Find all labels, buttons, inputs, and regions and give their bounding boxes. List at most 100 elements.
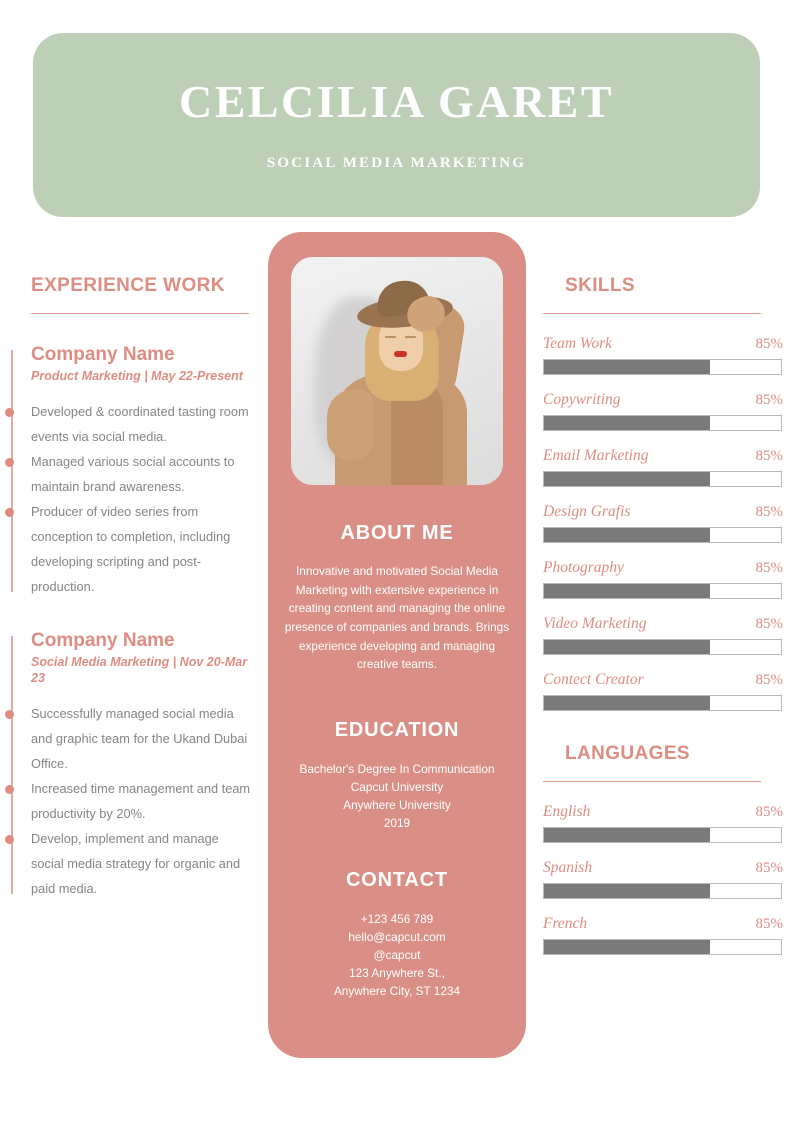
- bullet-text: Increased time management and team produ…: [31, 780, 251, 821]
- meter-label: Copywriting: [543, 391, 621, 408]
- experience-entry: Company Name Social Media Marketing | Nov…: [0, 630, 258, 902]
- meter-label: Photography: [543, 559, 624, 576]
- experience-job-list: Company Name Product Marketing | May 22-P…: [0, 344, 258, 902]
- skill-row: Copywriting 85%: [543, 391, 783, 431]
- portrait-photo: [291, 257, 503, 485]
- meter-fill: [544, 472, 711, 486]
- list-item: Managed various social accounts to maint…: [5, 450, 253, 500]
- header-banner: CELCILIA GARET SOCIAL MEDIA MARKETING: [33, 33, 760, 217]
- meter-fill: [544, 360, 711, 374]
- meter-fill: [544, 640, 711, 654]
- skills-heading: SKILLS: [565, 275, 635, 296]
- company-name: Company Name: [31, 344, 175, 365]
- language-row: French 85%: [543, 915, 783, 955]
- meter-value: 85%: [755, 504, 784, 520]
- meter-label: English: [543, 803, 591, 820]
- language-row: English 85%: [543, 803, 783, 843]
- about-text: Innovative and motivated Social Media Ma…: [284, 564, 510, 672]
- education-line: 2019: [383, 815, 411, 830]
- meter-track: [543, 695, 782, 711]
- meter-header: Team Work 85%: [543, 335, 783, 353]
- languages-heading: LANGUAGES: [565, 743, 690, 764]
- about-section: ABOUT ME Innovative and motivated Social…: [268, 522, 526, 674]
- bullet-dot-icon: [5, 710, 14, 720]
- meter-fill: [544, 696, 711, 710]
- timeline-line: [11, 350, 13, 592]
- bullet-dot-icon: [5, 458, 14, 467]
- meter-label: Video Marketing: [543, 615, 647, 632]
- language-row: Spanish 85%: [543, 859, 783, 899]
- header-subtitle: SOCIAL MEDIA MARKETING: [266, 154, 527, 171]
- meter-value: 85%: [755, 392, 784, 408]
- page-title: CELCILIA GARET: [178, 75, 615, 127]
- skill-row: Email Marketing 85%: [543, 447, 783, 487]
- experience-entry: Company Name Product Marketing | May 22-P…: [0, 344, 258, 600]
- languages-section: LANGUAGES English 85% Spanish 85% French 85%: [543, 743, 783, 955]
- profile-card: ABOUT ME Innovative and motivated Social…: [268, 232, 526, 1058]
- job-meta: Social Media Marketing | Nov 20-Mar 23: [31, 654, 248, 685]
- list-item: Increased time management and team produ…: [5, 777, 253, 827]
- meter-label: Email Marketing: [543, 447, 649, 464]
- skill-row: Video Marketing 85%: [543, 615, 783, 655]
- meter-track: [543, 359, 782, 375]
- meter-header: Photography 85%: [543, 559, 783, 577]
- photo-eyebrow-left: [385, 336, 396, 338]
- meter-value: 85%: [755, 336, 784, 352]
- education-line: Capcut University: [350, 779, 444, 794]
- meter-header: English 85%: [543, 803, 783, 821]
- meter-value: 85%: [755, 860, 784, 876]
- bullet-text: Producer of video series from conception…: [31, 503, 231, 594]
- photo-sleeve: [327, 389, 373, 461]
- photo-eyebrow-right: [405, 336, 416, 338]
- job-bullet-list: Developed & coordinated tasting room eve…: [5, 400, 253, 600]
- meter-header: Spanish 85%: [543, 859, 783, 877]
- bullet-text: Developed & coordinated tasting room eve…: [31, 404, 249, 445]
- skills-section: SKILLS Team Work 85% Copywriting 85% Email M…: [543, 275, 783, 711]
- meter-fill: [544, 940, 711, 954]
- languages-divider: [543, 781, 761, 782]
- job-meta: Product Marketing | May 22-Present: [31, 368, 243, 383]
- bullet-dot-icon: [5, 408, 14, 418]
- bullet-text: Develop, implement and manage social med…: [31, 830, 241, 896]
- meter-track: [543, 415, 782, 431]
- experience-divider: [31, 313, 249, 314]
- contact-section: CONTACT +123 456 789 hello@capcut.com @cap…: [268, 869, 526, 1001]
- bullet-text: Successfully managed social media and gr…: [31, 706, 248, 771]
- meter-label: Spanish: [543, 859, 593, 876]
- meter-track: [543, 883, 782, 899]
- languages-list: English 85% Spanish 85% French 85%: [543, 803, 783, 955]
- avatar: [291, 257, 503, 485]
- meter-fill: [544, 528, 711, 542]
- meter-value: 85%: [755, 448, 784, 464]
- bullet-text: Managed various social accounts to maint…: [31, 454, 235, 494]
- list-item: Developed & coordinated tasting room eve…: [5, 400, 253, 450]
- meter-track: [543, 527, 782, 543]
- bullet-dot-icon: [5, 834, 14, 844]
- education-lines: Bachelor's Degree In Communication Capcut…: [268, 761, 526, 833]
- meter-header: Video Marketing 85%: [543, 615, 783, 633]
- meter-track: [543, 583, 782, 599]
- meter-track: [543, 639, 782, 655]
- meter-value: 85%: [755, 560, 784, 576]
- meter-track: [543, 939, 782, 955]
- meter-header: Design Grafis 85%: [543, 503, 783, 521]
- meter-value: 85%: [755, 672, 784, 688]
- meter-header: Email Marketing 85%: [543, 447, 783, 465]
- meter-value: 85%: [755, 916, 784, 932]
- skill-row: Contect Creator 85%: [543, 671, 783, 711]
- meter-label: Contect Creator: [543, 671, 644, 688]
- meter-fill: [544, 828, 711, 842]
- education-heading: EDUCATION: [334, 719, 460, 741]
- contact-lines: +123 456 789 hello@capcut.com @capcut 123 A…: [268, 911, 526, 1001]
- education-section: EDUCATION Bachelor's Degree In Communica…: [268, 719, 526, 833]
- contact-line: @capcut: [373, 947, 421, 962]
- skills-list: Team Work 85% Copywriting 85% Email Marketin…: [543, 335, 783, 711]
- skills-column: SKILLS Team Work 85% Copywriting 85% Email M…: [543, 275, 783, 971]
- meter-header: French 85%: [543, 915, 783, 933]
- meter-fill: [544, 416, 711, 430]
- meter-label: Design Grafis: [543, 503, 631, 520]
- contact-heading: CONTACT: [346, 869, 448, 891]
- company-name: Company Name: [31, 629, 175, 651]
- skill-row: Photography 85%: [543, 559, 783, 599]
- experience-heading: EXPERIENCE WORK: [31, 275, 225, 296]
